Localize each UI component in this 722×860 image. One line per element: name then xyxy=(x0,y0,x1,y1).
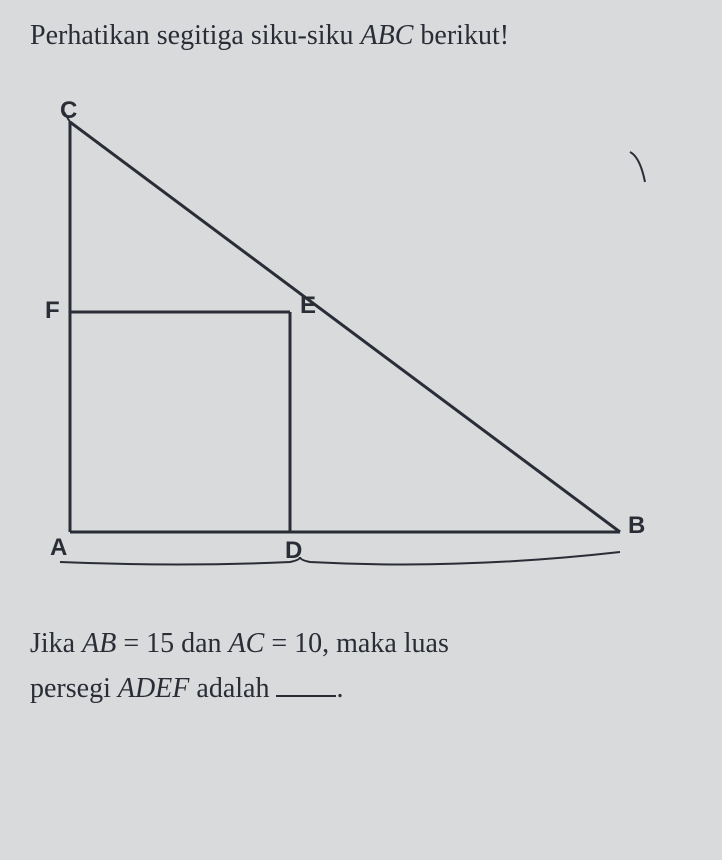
persegi-text: persegi xyxy=(30,673,118,704)
vertex-b-label: B xyxy=(628,512,645,540)
geometry-svg xyxy=(40,92,660,612)
square-name: ADEF xyxy=(118,673,190,704)
answer-blank xyxy=(276,677,336,697)
bracket-left xyxy=(60,557,300,565)
eq1-mid: = xyxy=(116,628,146,659)
line-cb xyxy=(70,122,620,532)
ac-var: AC xyxy=(229,628,265,659)
ac-val: 10 xyxy=(294,628,322,659)
period: . xyxy=(336,673,343,704)
bracket-right xyxy=(300,552,620,564)
vertex-d-label: D xyxy=(285,537,302,565)
triangle-figure: C F E A D B xyxy=(40,92,660,572)
question-suffix: berikut! xyxy=(413,20,509,51)
vertex-f-label: F xyxy=(45,297,60,325)
question-text: Perhatikan segitiga siku-siku ABC beriku… xyxy=(30,20,692,52)
question-prefix: Perhatikan segitiga siku-siku xyxy=(30,20,361,51)
dan-text: dan xyxy=(174,628,228,659)
jika-text: Jika xyxy=(30,628,82,659)
adalah-text: adalah xyxy=(189,673,276,704)
ab-var: AB xyxy=(82,628,116,659)
ab-val: 15 xyxy=(146,628,174,659)
vertex-c-label: C xyxy=(60,97,77,125)
vertex-e-label: E xyxy=(300,292,316,320)
triangle-name: ABC xyxy=(361,20,414,51)
answer-prompt: Jika AB = 15 dan AC = 10, maka luas pers… xyxy=(30,622,692,712)
vertex-a-label: A xyxy=(50,534,67,562)
stray-mark xyxy=(630,152,645,182)
maka-text: , maka luas xyxy=(322,628,449,659)
eq2-mid: = xyxy=(264,628,294,659)
